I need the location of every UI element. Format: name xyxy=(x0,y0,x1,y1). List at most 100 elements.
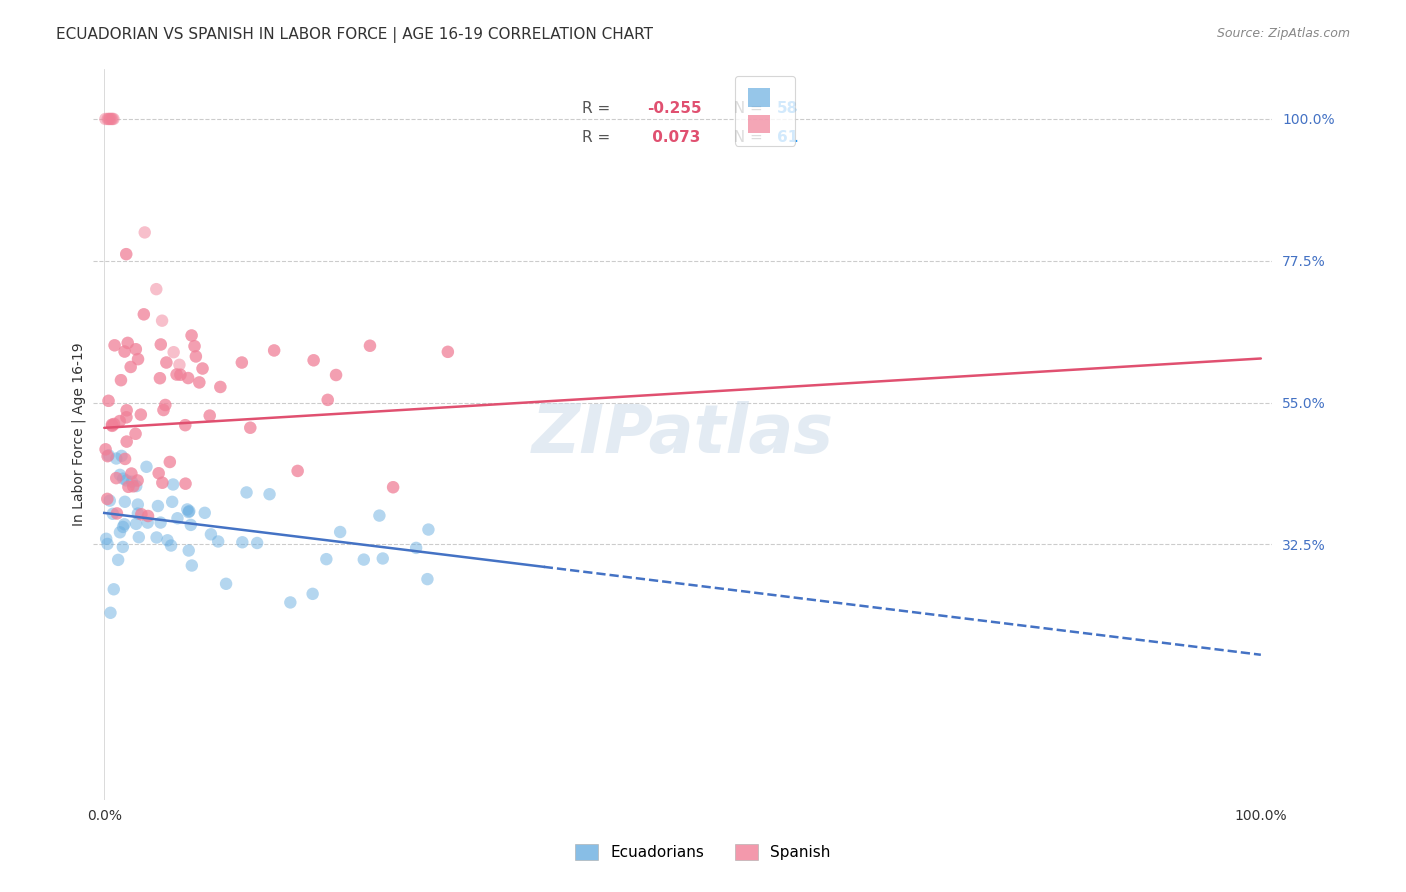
Point xyxy=(209,380,232,394)
Point xyxy=(150,313,173,327)
Point xyxy=(120,467,142,481)
Point xyxy=(96,491,118,506)
Point xyxy=(121,475,143,489)
Point xyxy=(418,523,440,537)
Point xyxy=(97,112,120,126)
Point xyxy=(176,502,198,516)
Point xyxy=(108,525,131,540)
Point xyxy=(127,352,149,367)
Point xyxy=(101,418,124,433)
Point xyxy=(105,507,128,521)
Point xyxy=(316,392,339,407)
Point xyxy=(150,475,173,490)
Point xyxy=(125,479,148,493)
Point xyxy=(125,343,148,357)
Point xyxy=(100,112,122,126)
Point xyxy=(149,371,172,385)
Point xyxy=(149,516,172,530)
Point xyxy=(114,451,136,466)
Point xyxy=(127,352,149,367)
Point xyxy=(124,426,146,441)
Point xyxy=(96,491,118,506)
Point xyxy=(96,537,118,551)
Point xyxy=(136,508,159,523)
Point xyxy=(108,414,131,428)
Point xyxy=(180,328,202,343)
Text: R =: R = xyxy=(582,130,616,145)
Point xyxy=(107,553,129,567)
Point xyxy=(101,507,124,521)
Point xyxy=(136,508,159,523)
Text: R =: R = xyxy=(582,101,616,116)
Point xyxy=(150,475,173,490)
Point xyxy=(115,410,138,425)
Point xyxy=(117,480,139,494)
Point xyxy=(125,343,148,357)
Point xyxy=(160,539,183,553)
Point xyxy=(97,393,120,408)
Point xyxy=(382,480,405,494)
Point xyxy=(101,418,124,433)
Point xyxy=(437,344,460,359)
Point xyxy=(382,480,405,494)
Point xyxy=(115,410,138,425)
Point xyxy=(103,112,125,126)
Point xyxy=(325,368,347,382)
Point xyxy=(114,517,136,532)
Point xyxy=(108,467,131,482)
Point xyxy=(122,479,145,493)
Point xyxy=(145,531,167,545)
Point xyxy=(108,414,131,428)
Point xyxy=(159,455,181,469)
Point xyxy=(209,380,232,394)
Point xyxy=(120,467,142,481)
Point xyxy=(163,345,186,359)
Point xyxy=(111,540,134,554)
Point xyxy=(132,307,155,321)
Point xyxy=(110,373,132,387)
Point xyxy=(183,339,205,353)
Point xyxy=(127,498,149,512)
Point xyxy=(166,368,188,382)
Point xyxy=(231,355,253,369)
Point xyxy=(200,527,222,541)
Point xyxy=(169,358,191,372)
Point xyxy=(105,471,128,485)
Point xyxy=(302,353,325,368)
Point xyxy=(97,448,120,462)
Point xyxy=(136,516,159,530)
Point xyxy=(416,572,439,586)
Point xyxy=(115,403,138,417)
Point xyxy=(105,507,128,521)
Point xyxy=(239,421,262,435)
Point xyxy=(177,505,200,519)
Point xyxy=(166,368,188,382)
Text: ZIPatlas: ZIPatlas xyxy=(531,401,834,467)
Point xyxy=(159,455,181,469)
Point xyxy=(115,434,138,449)
Point xyxy=(155,398,177,412)
Point xyxy=(152,403,174,417)
Point xyxy=(174,476,197,491)
Point xyxy=(115,247,138,261)
Text: Source: ZipAtlas.com: Source: ZipAtlas.com xyxy=(1216,27,1350,40)
Point xyxy=(97,112,120,126)
Point xyxy=(315,552,337,566)
Point xyxy=(97,449,120,463)
Point xyxy=(263,343,285,358)
Point xyxy=(129,408,152,422)
Text: 0.073: 0.073 xyxy=(647,130,700,145)
Point xyxy=(155,355,177,369)
Point xyxy=(131,508,153,522)
Point xyxy=(125,516,148,531)
Point xyxy=(259,487,281,501)
Point xyxy=(301,587,323,601)
Point xyxy=(166,511,188,525)
Point xyxy=(127,474,149,488)
Point xyxy=(122,479,145,493)
Point xyxy=(325,368,347,382)
Point xyxy=(155,398,177,412)
Text: -0.255: -0.255 xyxy=(647,101,702,116)
Point xyxy=(131,508,153,522)
Point xyxy=(177,371,200,385)
